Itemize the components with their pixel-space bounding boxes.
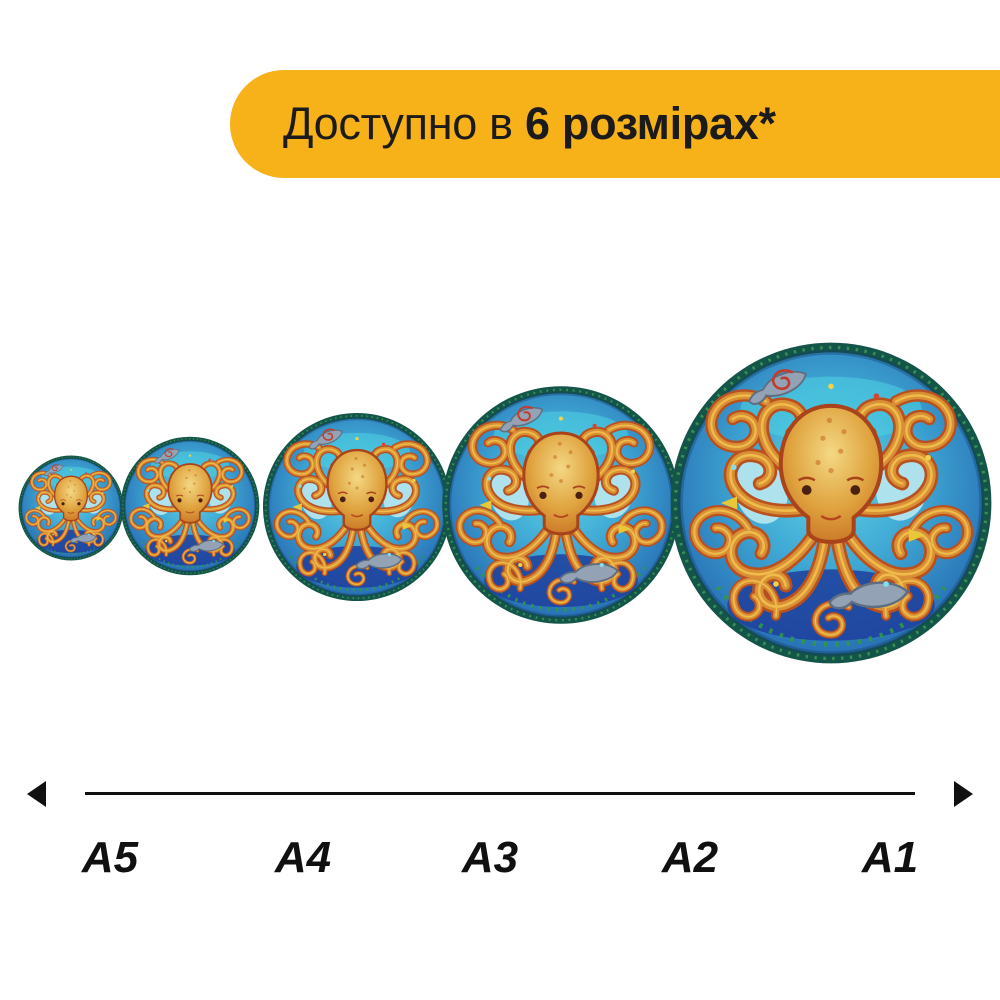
size-label-a5: A5 xyxy=(81,833,139,882)
size-label-a2: A2 xyxy=(661,833,719,882)
octopus-puzzle-icon xyxy=(441,385,681,625)
left-arrow-icon xyxy=(27,781,46,807)
puzzle-circle-a2 xyxy=(441,385,681,625)
size-label-a4: A4 xyxy=(274,833,332,882)
banner-text-bold: 6 розмірах* xyxy=(524,98,776,149)
scale-line xyxy=(85,792,915,795)
octopus-puzzle-icon xyxy=(120,436,260,576)
size-label-a3: A3 xyxy=(461,833,519,882)
puzzle-circle-a3 xyxy=(262,412,452,602)
octopus-puzzle-icon xyxy=(18,455,124,561)
octopus-puzzle-icon xyxy=(669,341,993,665)
size-label-a1: A1 xyxy=(861,833,919,882)
availability-banner: Доступно в 6 розмірах* xyxy=(230,70,1000,178)
puzzle-circle-a4 xyxy=(120,436,260,576)
puzzle-circle-a1 xyxy=(669,341,993,665)
right-arrow-icon xyxy=(954,781,973,807)
banner-text-regular: Доступно в xyxy=(283,98,525,149)
octopus-puzzle-icon xyxy=(262,412,452,602)
puzzle-circle-a5 xyxy=(18,455,124,561)
banner-text: Доступно в 6 розмірах* xyxy=(283,98,776,150)
